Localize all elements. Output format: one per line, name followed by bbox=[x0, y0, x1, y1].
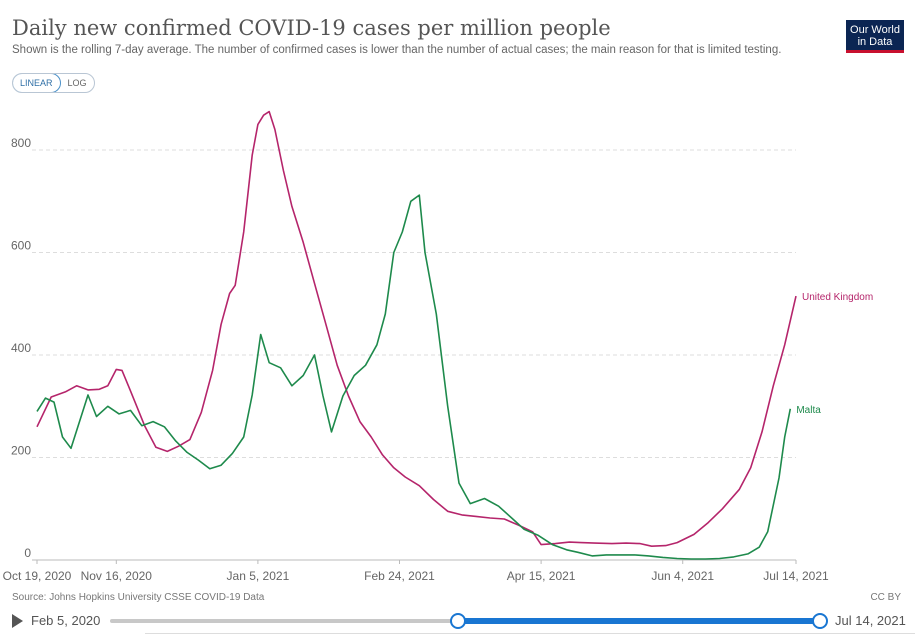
tab-bar bbox=[145, 633, 915, 641]
y-axis-ticks: 0 200 400 600 800 bbox=[11, 136, 31, 560]
series-label-united-kingdom: United Kingdom bbox=[802, 292, 873, 303]
timeline-end-date: Jul 14, 2021 bbox=[835, 613, 906, 628]
play-icon[interactable] bbox=[12, 614, 23, 628]
our-world-in-data-logo[interactable]: Our World in Data bbox=[846, 20, 904, 53]
y-tick-label: 400 bbox=[11, 341, 31, 355]
y-tick-label: 800 bbox=[11, 136, 31, 150]
linear-scale-button[interactable]: LINEAR bbox=[12, 74, 61, 92]
timeline-start-date: Feb 5, 2020 bbox=[31, 613, 101, 628]
timeline-selected-range[interactable] bbox=[458, 618, 820, 624]
timeline-start-handle[interactable] bbox=[450, 613, 466, 629]
x-tick-label: Nov 16, 2020 bbox=[81, 569, 153, 583]
x-tick-label: Jun 4, 2021 bbox=[651, 569, 714, 583]
x-tick-label: Apr 15, 2021 bbox=[507, 569, 576, 583]
x-tick-label: Feb 24, 2021 bbox=[364, 569, 435, 583]
y-tick-label: 0 bbox=[24, 546, 31, 560]
timeline-end-handle[interactable] bbox=[812, 613, 828, 629]
y-tick-label: 600 bbox=[11, 239, 31, 253]
logo-line-1: Our World bbox=[850, 24, 900, 36]
series-labels: United Kingdom Malta bbox=[796, 292, 873, 416]
series-label-malta: Malta bbox=[796, 405, 821, 416]
log-scale-button[interactable]: LOG bbox=[67, 78, 87, 88]
x-axis-ticks: Oct 19, 2020 Nov 16, 2020 Jan 5, 2021 Feb 2… bbox=[3, 560, 829, 583]
chart-title: Daily new confirmed COVID-19 cases per m… bbox=[12, 16, 611, 40]
series-lines bbox=[36, 110, 797, 560]
y-tick-label: 200 bbox=[11, 444, 31, 458]
scale-toggle: LINEAR LOG bbox=[12, 73, 95, 93]
x-tick-label: Jul 14, 2021 bbox=[763, 569, 829, 583]
timeline-track[interactable] bbox=[110, 619, 458, 623]
series-line-united-kingdom bbox=[36, 110, 797, 547]
series-line-malta bbox=[36, 194, 792, 560]
x-tick-label: Oct 19, 2020 bbox=[3, 569, 72, 583]
source-note[interactable]: Source: Johns Hopkins University CSSE CO… bbox=[12, 592, 265, 603]
x-tick-label: Jan 5, 2021 bbox=[227, 569, 290, 583]
gridlines bbox=[32, 149, 796, 561]
chart-subtitle: Shown is the rolling 7-day average. The … bbox=[12, 44, 782, 56]
license-link[interactable]: CC BY bbox=[870, 592, 901, 603]
logo-line-2: in Data bbox=[857, 36, 893, 48]
line-chart: 0 200 400 600 800 Oct 19, 2020 Nov 16, 2020 Ja… bbox=[3, 110, 873, 583]
